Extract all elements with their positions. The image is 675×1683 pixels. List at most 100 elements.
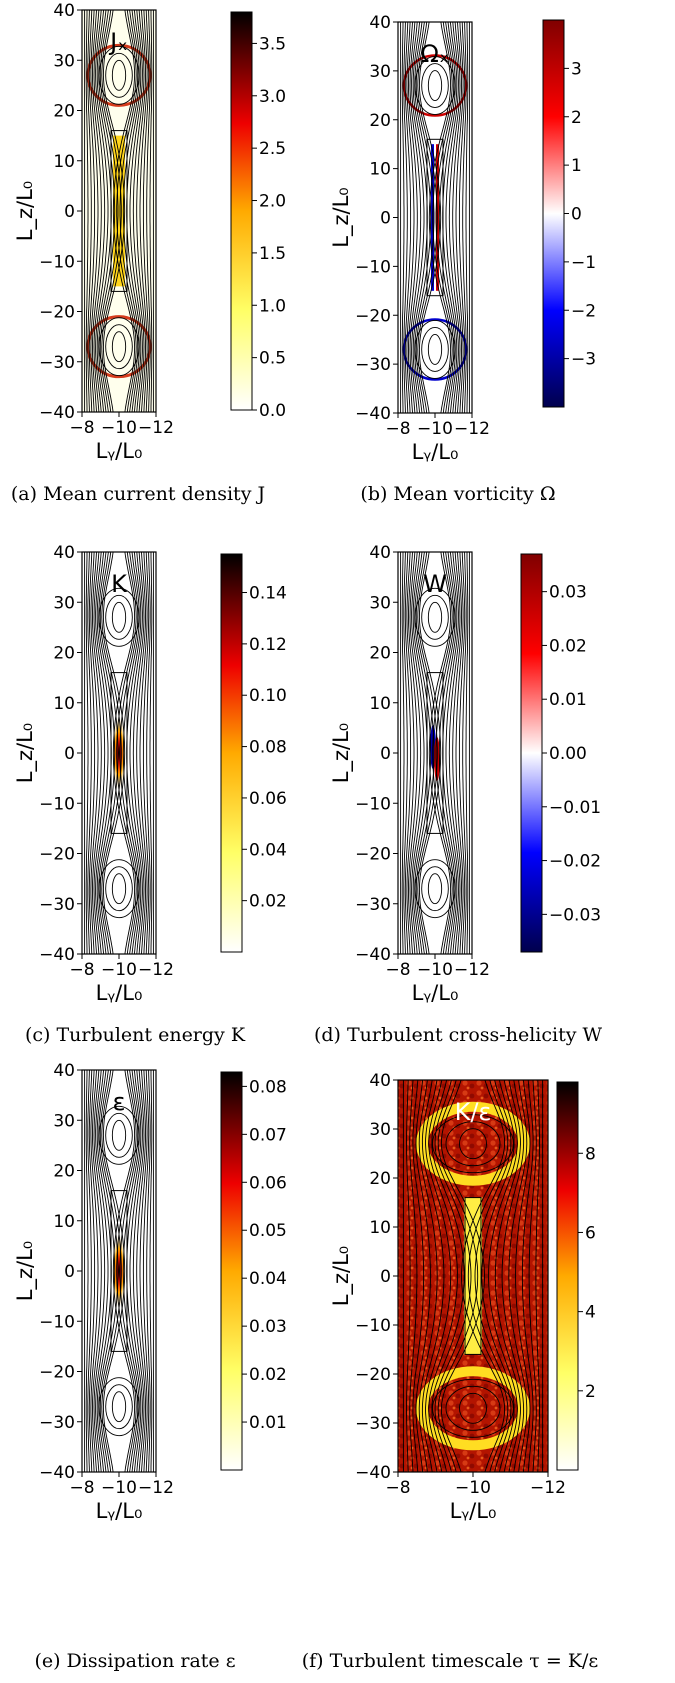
- plasmoid-contour: [111, 1119, 127, 1151]
- panel-f: K/ε 40 30 20 10 0 −10 −20 −30 −40−8 −10 −12 Lᵧ/L₀ L_z…: [329, 1071, 596, 1523]
- colorbar-tick-label: 4: [585, 1303, 596, 1323]
- y-tick-label: 10: [53, 1212, 75, 1232]
- colorbar: [520, 553, 543, 953]
- colorbar-tick-label: 0.06: [249, 789, 287, 809]
- colorbar-tick-label: 0.5: [259, 349, 286, 369]
- timescale-sheet: [464, 1197, 482, 1355]
- field-layer: [402, 1080, 544, 1472]
- y-axis-label: L_z/L₀: [13, 1241, 38, 1301]
- field-label: ε: [113, 1088, 126, 1116]
- y-tick-label: 40: [53, 1061, 75, 1081]
- plasmoid-contour: [105, 594, 133, 640]
- y-tick-label: 20: [53, 644, 75, 664]
- y-tick-label: −20: [39, 1363, 75, 1383]
- caption-d: (d) Turbulent cross-helicity W: [313, 1024, 603, 1046]
- colorbar: [542, 19, 565, 408]
- plasmoid-contour: [459, 1128, 487, 1160]
- y-tick-label: 30: [53, 1111, 75, 1131]
- colorbar-tick-label: 2.5: [259, 139, 286, 159]
- plasmoid-contour: [414, 56, 456, 115]
- y-axis-label: L_z/L₀: [329, 1246, 354, 1306]
- field-layer: [84, 1070, 154, 1472]
- y-tick-label: −40: [39, 1463, 75, 1483]
- y-tick-label: −10: [39, 1312, 75, 1332]
- colorbar-tick-label: −0.01: [549, 798, 601, 818]
- plasmoid-contour: [98, 45, 140, 105]
- y-tick-label: 30: [369, 62, 391, 82]
- colorbar-tick-label: 1: [571, 156, 582, 176]
- x-tick-label: −10: [101, 1478, 137, 1498]
- colorbar-tick-label: 2: [571, 108, 582, 128]
- plasmoid-contour: [414, 320, 456, 379]
- colorbar-tick-label: 0.03: [549, 583, 587, 603]
- y-tick-label: −10: [39, 794, 75, 814]
- colorbar-tick-label: 0.0: [259, 401, 286, 421]
- separatrix: [110, 1190, 128, 1352]
- x-tick-label: −12: [138, 1478, 174, 1498]
- y-axis-label: L_z/L₀: [329, 723, 354, 783]
- caption-b: (b) Mean vorticity Ω: [360, 483, 556, 505]
- colorbar-tick-label: 3.0: [259, 87, 286, 107]
- x-tick-label: −8: [69, 960, 94, 980]
- y-tick-label: 0: [64, 1262, 75, 1282]
- y-tick-label: −30: [39, 1413, 75, 1433]
- plasmoid-contour: [111, 601, 127, 633]
- plasmoid-contour: [414, 587, 456, 647]
- x-axis-label: Lᵧ/L₀: [96, 439, 143, 463]
- plasmoid-contour: [98, 859, 140, 919]
- plasmoid-contour: [421, 63, 449, 108]
- plasmoid-contour: [111, 59, 127, 91]
- y-tick-label: 30: [369, 1120, 391, 1140]
- colorbar-tick-label: 0.04: [249, 1269, 287, 1289]
- separatrix: [110, 672, 128, 834]
- plasmoid-contour: [427, 873, 443, 905]
- plasmoid-contour: [459, 1392, 487, 1424]
- x-tick-label: −10: [101, 960, 137, 980]
- colorbar-tick-label: 0.02: [549, 636, 587, 656]
- colorbar-tick-label: 0.02: [249, 892, 287, 912]
- colorbar-tick-label: 3.5: [259, 34, 286, 54]
- separatrix: [426, 138, 444, 297]
- x-tick-label: −12: [454, 419, 490, 439]
- colorbar-tick-label: 8: [585, 1144, 596, 1164]
- y-tick-label: −10: [39, 252, 75, 272]
- plasmoid-contour: [105, 1112, 133, 1158]
- plasmoid-contour: [427, 601, 443, 633]
- colorbar-tick-label: 1.5: [259, 244, 286, 264]
- x-axis-label: Lᵧ/L₀: [96, 981, 143, 1005]
- plasmoid-contour: [421, 866, 449, 912]
- x-tick-label: −10: [455, 1478, 491, 1498]
- plasmoid-contour: [98, 317, 140, 377]
- field-layer: [400, 22, 470, 413]
- energy-peak: [112, 1233, 126, 1309]
- x-tick-label: −8: [69, 418, 94, 438]
- plasmoid-contour: [445, 1121, 501, 1167]
- colorbar-tick-label: −0.02: [549, 852, 601, 872]
- y-tick-label: −40: [39, 403, 75, 423]
- plasmoid-contour: [432, 1378, 514, 1438]
- colorbar-tick-label: 1.0: [259, 296, 286, 316]
- x-tick-label: −10: [417, 419, 453, 439]
- x-tick-label: −8: [385, 1478, 410, 1498]
- y-tick-label: 40: [369, 543, 391, 563]
- colorbar: [230, 11, 253, 411]
- field-label: Jₓ: [108, 28, 128, 56]
- y-tick-label: −40: [355, 945, 391, 965]
- colorbar-tick-label: 2.0: [259, 192, 286, 212]
- plasmoid-contour: [105, 1384, 133, 1430]
- caption-a: (a) Mean current density J: [10, 483, 266, 505]
- colorbar-tick-label: 2: [585, 1382, 596, 1402]
- x-tick-label: −10: [417, 960, 453, 980]
- plasmoid-contour: [111, 331, 127, 363]
- colorbar-tick-label: 0.06: [249, 1173, 287, 1193]
- plasmoid-contour: [421, 594, 449, 640]
- plasmoid-contour: [98, 1377, 140, 1437]
- colorbar-tick-label: 0.01: [549, 690, 587, 710]
- y-tick-label: −30: [355, 895, 391, 915]
- colorbar-tick-label: 0.03: [249, 1317, 287, 1337]
- colorbar-tick-label: 0.08: [249, 738, 287, 758]
- y-tick-label: 40: [369, 1071, 391, 1091]
- caption-e: (e) Dissipation rate ε: [34, 1650, 236, 1672]
